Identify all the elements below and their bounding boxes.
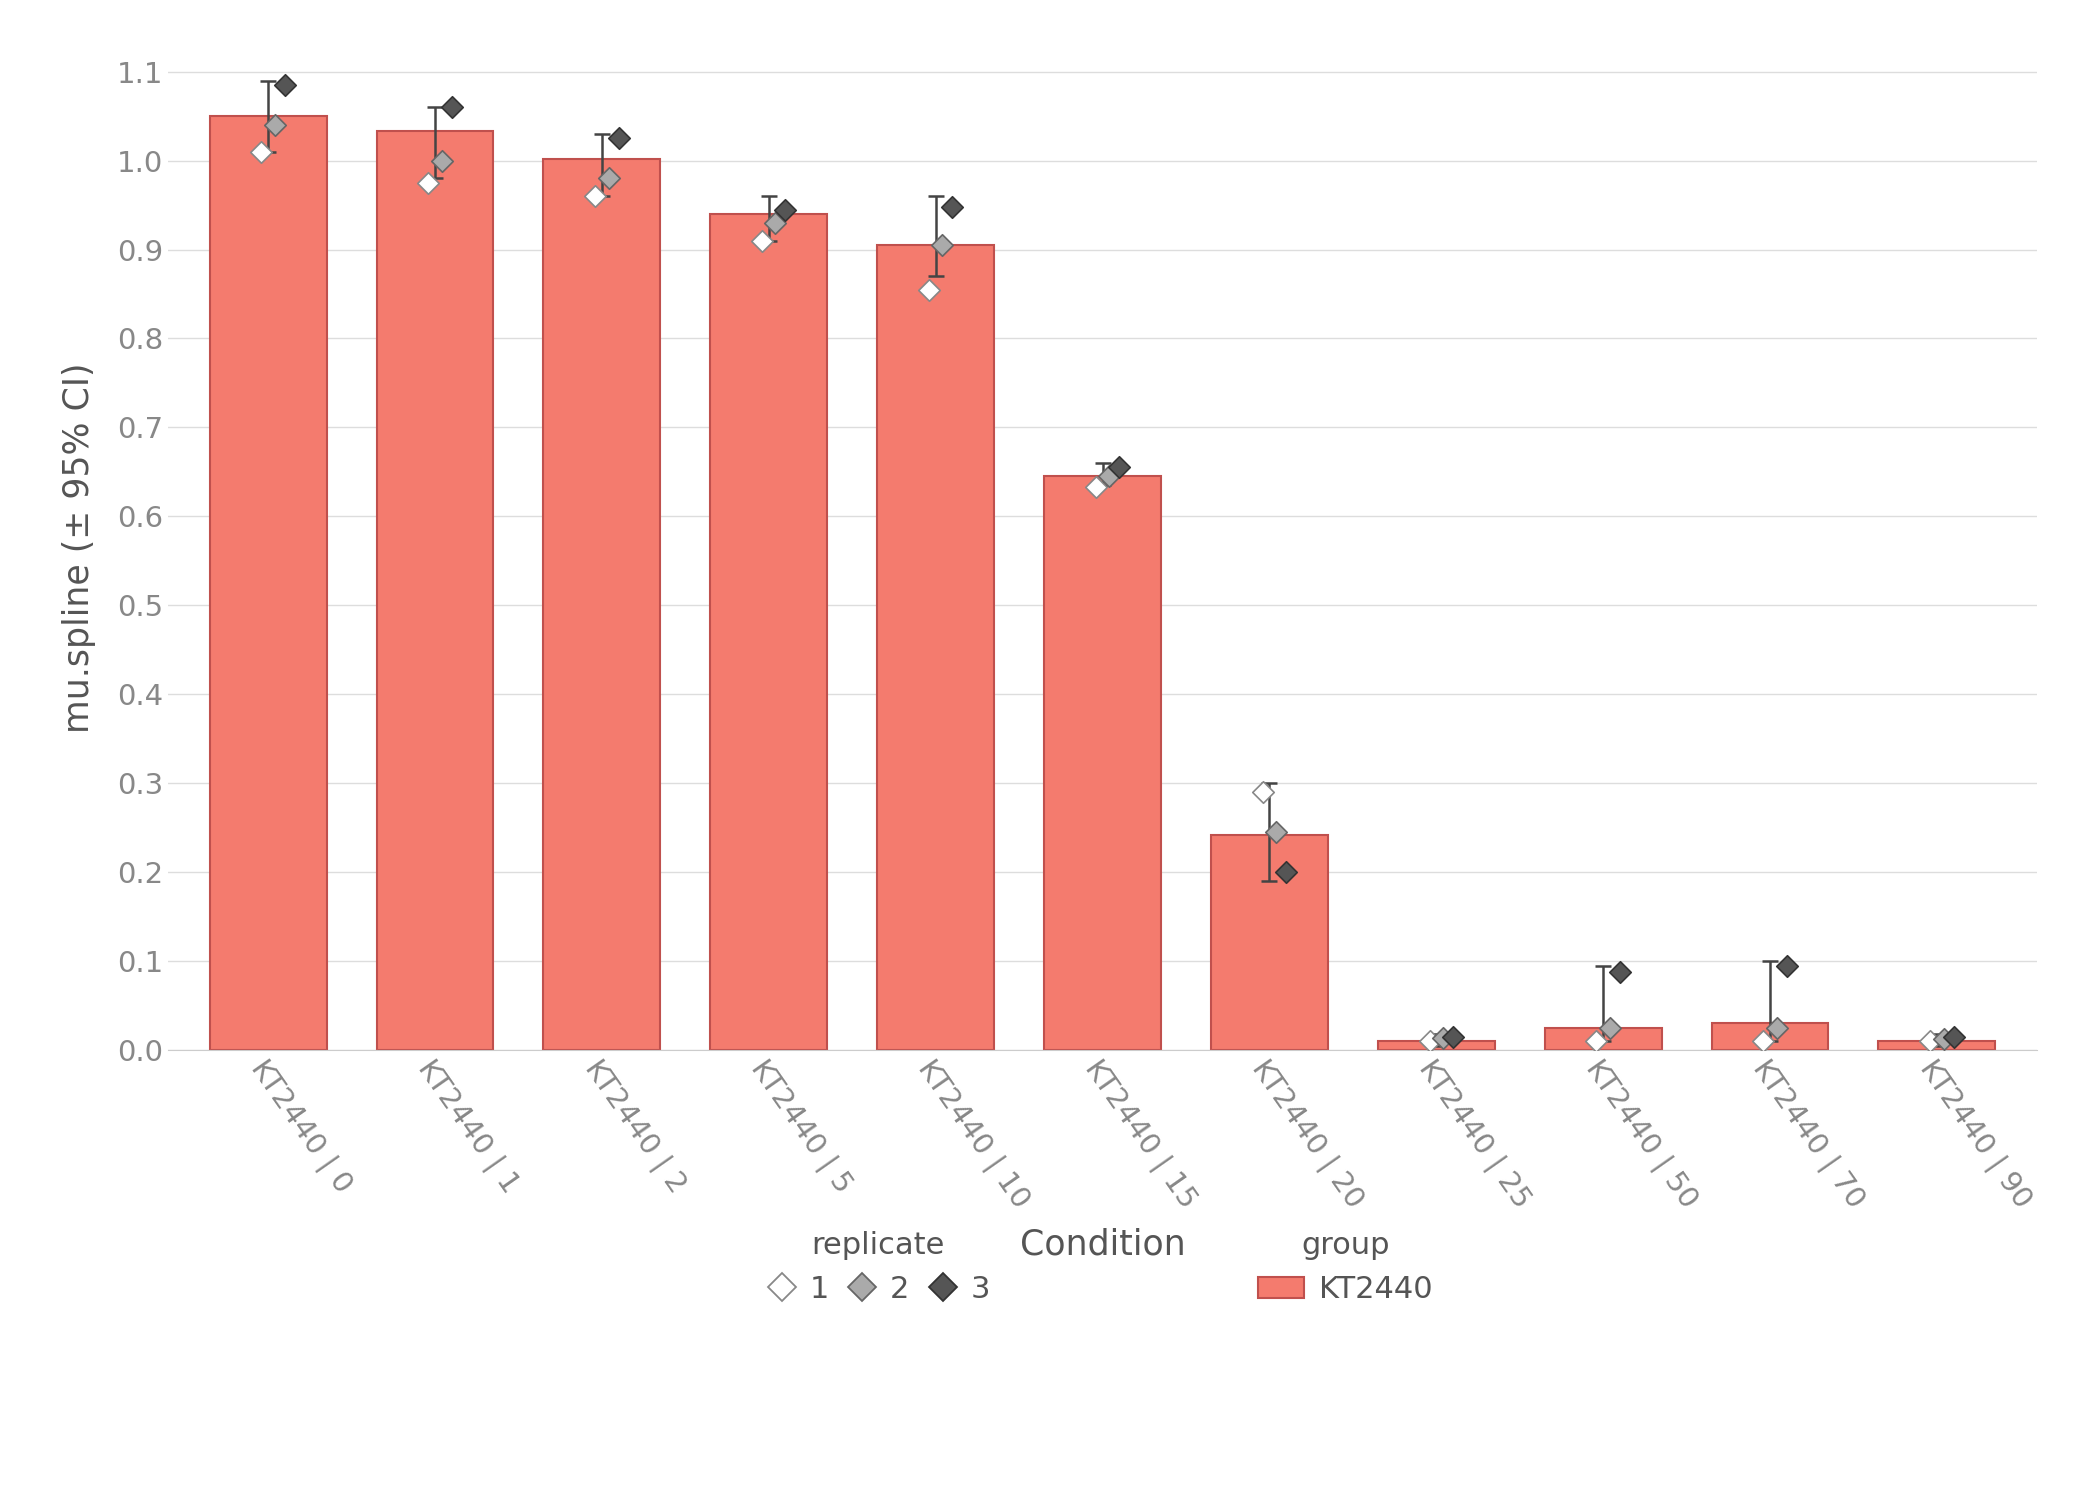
Point xyxy=(1747,1029,1781,1053)
Point xyxy=(258,112,292,136)
Y-axis label: mu.spline (± 95% CI): mu.spline (± 95% CI) xyxy=(61,363,97,734)
Point xyxy=(926,232,960,256)
Point xyxy=(1436,1024,1470,1048)
Point xyxy=(1245,780,1279,804)
X-axis label: Condition: Condition xyxy=(1021,1227,1184,1262)
Bar xyxy=(878,244,993,1050)
Point xyxy=(1260,821,1294,844)
Point xyxy=(1594,1016,1628,1040)
Point xyxy=(424,148,458,172)
Point xyxy=(244,140,277,164)
Point xyxy=(1770,954,1804,978)
Point xyxy=(1079,476,1113,500)
Point xyxy=(578,184,611,209)
Point xyxy=(1426,1026,1460,1050)
Point xyxy=(1102,456,1136,480)
Point xyxy=(1913,1029,1947,1053)
Bar xyxy=(1880,1041,1995,1050)
Bar xyxy=(1712,1023,1829,1050)
Bar xyxy=(544,159,659,1050)
Bar xyxy=(1044,477,1161,1050)
Bar xyxy=(210,116,326,1050)
Bar xyxy=(1212,836,1327,1050)
Point xyxy=(1602,960,1636,984)
Point xyxy=(1760,1016,1793,1040)
Point xyxy=(1268,859,1302,883)
Point xyxy=(1413,1029,1447,1053)
Point xyxy=(1579,1029,1613,1053)
Point xyxy=(934,195,968,219)
Bar xyxy=(710,214,827,1050)
Point xyxy=(1936,1024,1970,1048)
Point xyxy=(435,96,468,120)
Point xyxy=(758,211,792,236)
Point xyxy=(603,126,636,150)
Bar xyxy=(1546,1028,1661,1050)
Point xyxy=(269,74,302,98)
Point xyxy=(769,198,802,222)
Legend: KT2440: KT2440 xyxy=(1245,1218,1445,1316)
Point xyxy=(412,171,445,195)
Point xyxy=(1092,465,1126,489)
Point xyxy=(911,278,945,302)
Point xyxy=(1928,1028,1961,1051)
Point xyxy=(592,166,626,190)
Point xyxy=(746,228,779,252)
Bar xyxy=(376,132,494,1050)
Bar xyxy=(1378,1041,1495,1050)
